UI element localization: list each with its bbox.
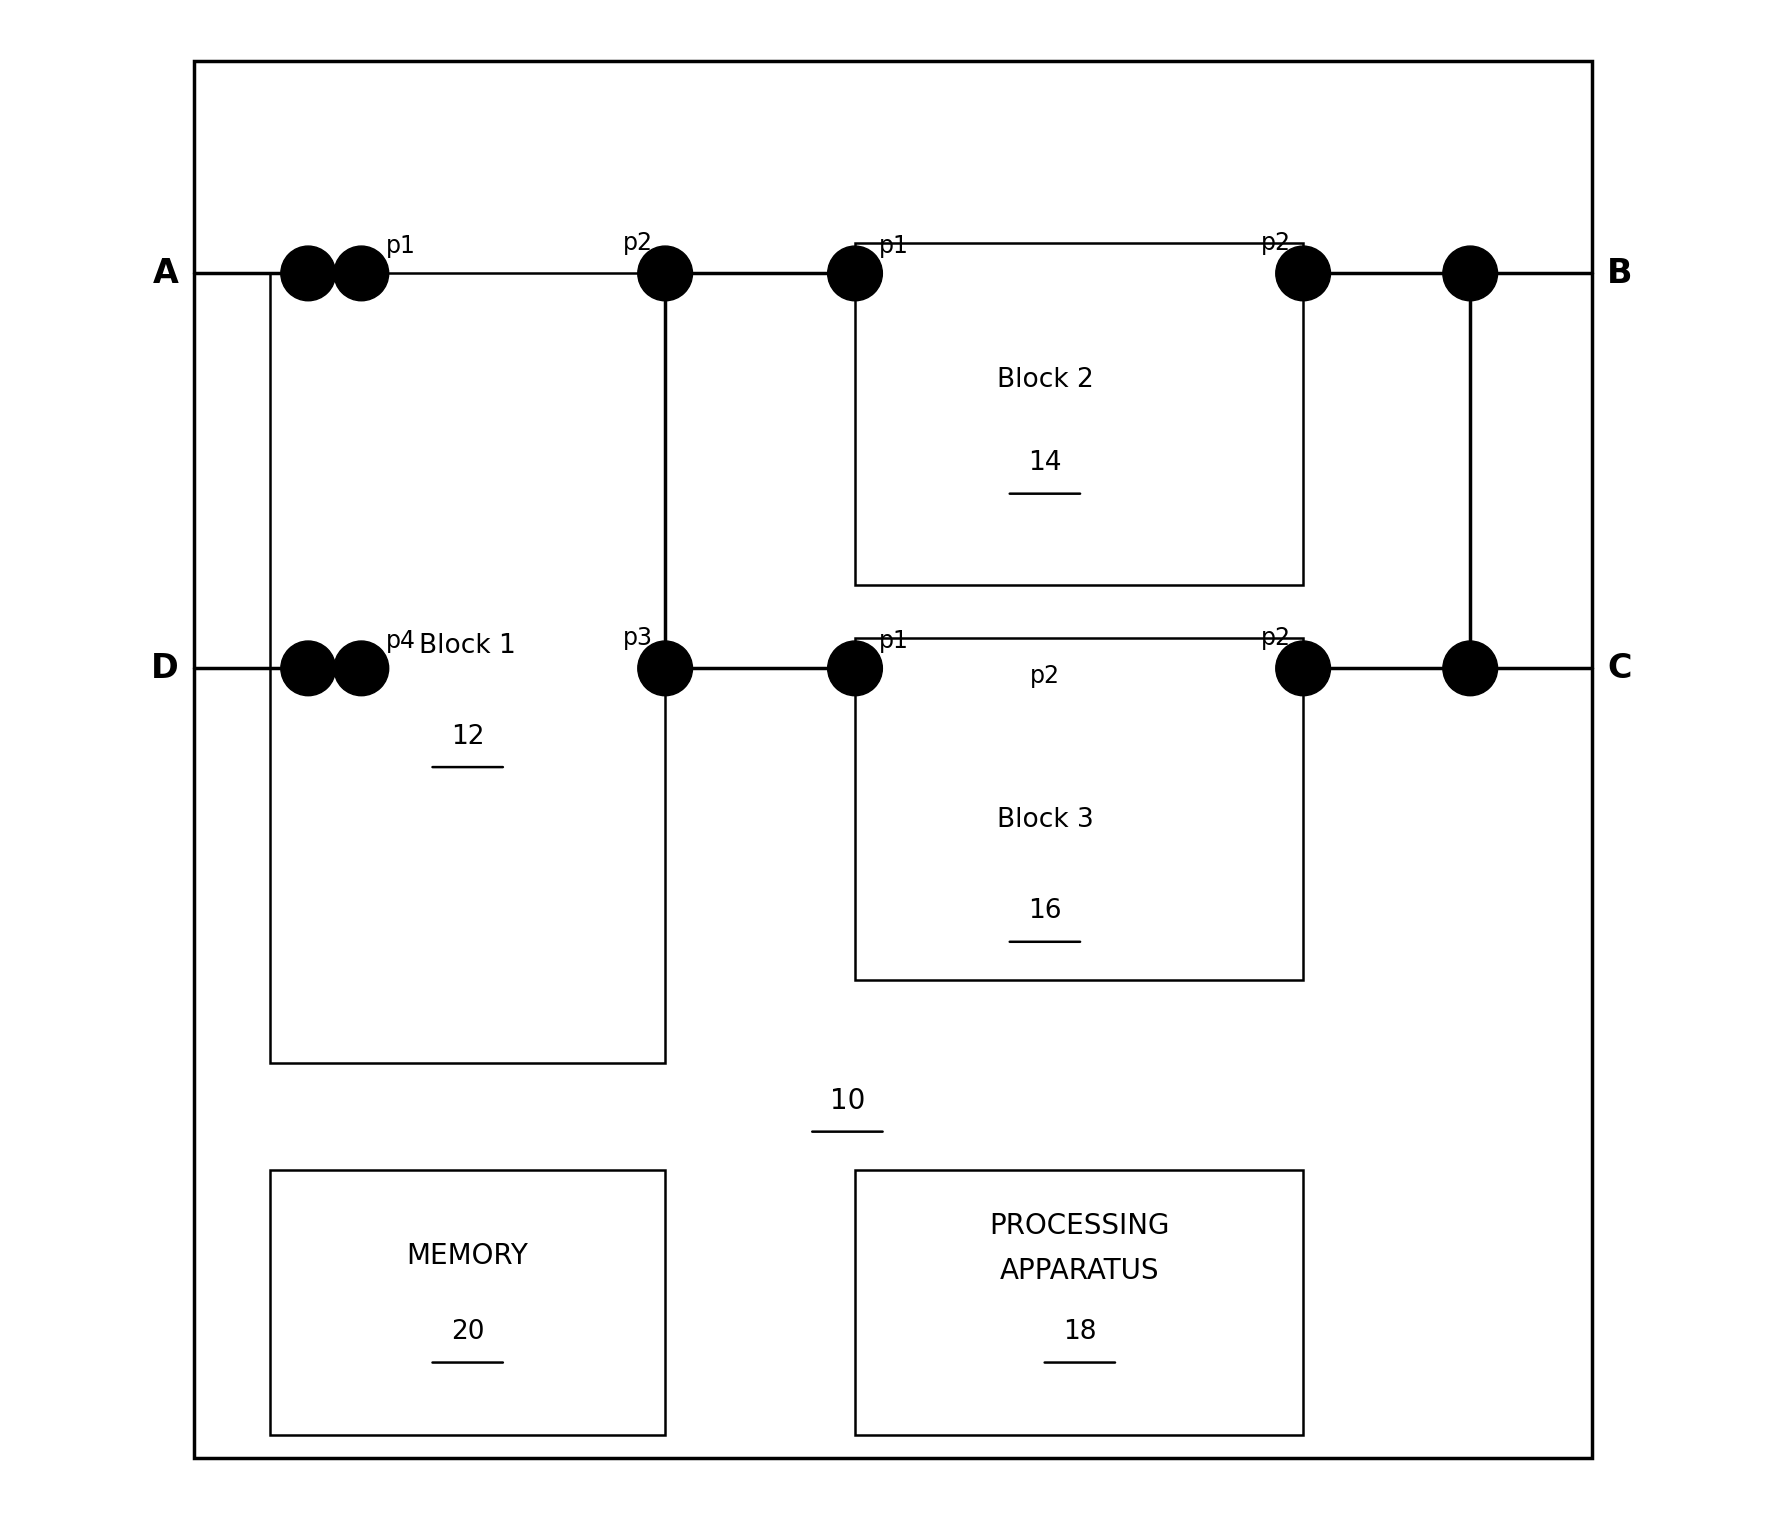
Bar	[855, 243, 1304, 585]
Text: B: B	[1607, 257, 1632, 290]
Circle shape	[334, 246, 389, 301]
Text: p2: p2	[623, 231, 654, 255]
Circle shape	[638, 246, 693, 301]
Text: p1: p1	[879, 629, 909, 653]
Text: Block 2: Block 2	[997, 366, 1093, 393]
Circle shape	[280, 246, 336, 301]
Text: MEMORY: MEMORY	[407, 1243, 529, 1270]
Bar	[855, 1170, 1304, 1435]
Circle shape	[280, 641, 336, 696]
Circle shape	[334, 641, 389, 696]
Circle shape	[638, 641, 693, 696]
Bar	[270, 273, 664, 1063]
Text: 16: 16	[1029, 898, 1061, 925]
Text: APPARATUS: APPARATUS	[1000, 1258, 1159, 1285]
Text: Block 3: Block 3	[997, 807, 1093, 834]
Text: Block 1: Block 1	[420, 632, 516, 659]
Text: p4: p4	[386, 629, 416, 653]
Text: 10: 10	[830, 1088, 864, 1115]
Text: D: D	[152, 652, 179, 685]
Text: 14: 14	[1029, 450, 1061, 477]
Bar	[270, 1170, 664, 1435]
Text: 12: 12	[450, 723, 484, 750]
Bar	[855, 638, 1304, 980]
Circle shape	[1275, 641, 1331, 696]
Circle shape	[827, 641, 882, 696]
Text: 20: 20	[450, 1318, 484, 1346]
Circle shape	[827, 246, 882, 301]
Text: p2: p2	[1031, 664, 1059, 688]
Circle shape	[1275, 246, 1331, 301]
Text: 18: 18	[1063, 1318, 1097, 1346]
Circle shape	[1443, 641, 1498, 696]
Text: p1: p1	[386, 234, 416, 258]
Text: p1: p1	[879, 234, 909, 258]
Text: p2: p2	[1261, 231, 1291, 255]
Text: p3: p3	[623, 626, 654, 650]
Text: A: A	[154, 257, 179, 290]
Text: p2: p2	[1261, 626, 1291, 650]
Circle shape	[1443, 246, 1498, 301]
Text: PROCESSING: PROCESSING	[989, 1212, 1170, 1240]
Text: C: C	[1607, 652, 1631, 685]
